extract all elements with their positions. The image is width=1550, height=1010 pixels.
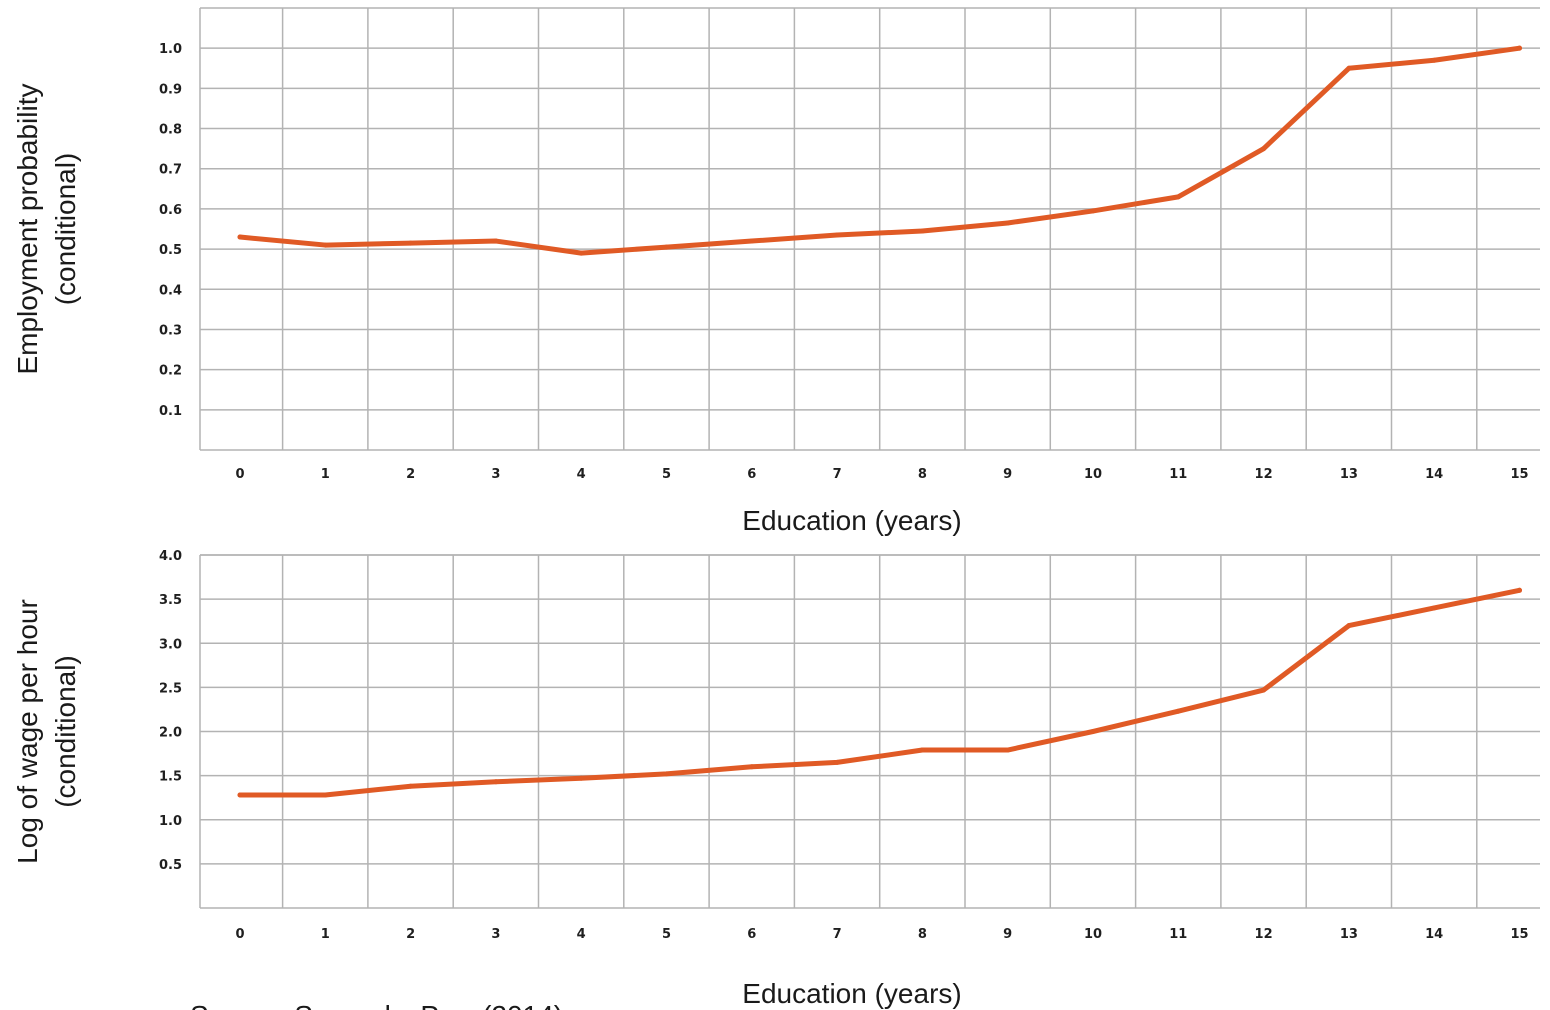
y-tick-label: 0.8 xyxy=(159,123,182,138)
data-point xyxy=(749,764,755,770)
data-point xyxy=(1175,194,1181,200)
y-tick-label: 3.0 xyxy=(159,637,182,652)
x-tick-label: 12 xyxy=(1255,927,1273,942)
data-point xyxy=(919,747,925,753)
data-point xyxy=(1346,623,1352,629)
series-line xyxy=(237,45,1522,256)
x-tick-label: 10 xyxy=(1084,467,1102,482)
wage-chart: 0.51.01.52.02.53.03.54.00 1 2 3 4 5 6 7 8 9 10 11 12… xyxy=(12,549,1540,1009)
y-tick-label: 0.1 xyxy=(159,404,182,419)
x-tick-label: 5 xyxy=(662,927,671,942)
data-point xyxy=(322,242,328,248)
y-tick-label: 0.5 xyxy=(159,858,182,873)
x-tick-label: 12 xyxy=(1255,467,1273,482)
data-point xyxy=(237,234,243,240)
y-tick-label: 1.0 xyxy=(159,814,182,829)
data-point xyxy=(408,240,414,246)
data-point xyxy=(1005,747,1011,753)
data-point xyxy=(1431,57,1437,63)
y-tick-label: 1.0 xyxy=(159,42,182,57)
x-tick-label: 7 xyxy=(833,467,842,482)
x-tick-label: 4 xyxy=(577,927,586,942)
data-point xyxy=(1090,208,1096,214)
data-point xyxy=(322,792,328,798)
x-tick-label: 14 xyxy=(1425,467,1443,482)
y-tick-label: 0.9 xyxy=(159,82,182,97)
x-tick-label: 8 xyxy=(918,927,927,942)
x-tick-label: 2 xyxy=(406,467,415,482)
data-point xyxy=(919,228,925,234)
y-axis-title-line: Log of wage per hour xyxy=(12,599,43,864)
data-point xyxy=(749,238,755,244)
y-tick-label: 0.2 xyxy=(159,364,182,379)
data-point xyxy=(1261,146,1267,152)
x-tick-label: 3 xyxy=(491,467,500,482)
x-tick-label: 15 xyxy=(1510,467,1528,482)
x-tick-label: 15 xyxy=(1510,927,1528,942)
x-tick-label: 5 xyxy=(662,467,671,482)
x-tick-label: 6 xyxy=(747,467,756,482)
data-point xyxy=(493,779,499,785)
data-point xyxy=(664,771,669,777)
x-tick-label: 6 xyxy=(747,927,756,942)
data-point xyxy=(408,783,414,789)
data-point xyxy=(1517,587,1522,593)
employment-chart: 0.10.20.30.40.50.60.70.80.91.00 1 2 3 4 5 6 7 8 9… xyxy=(12,7,1540,536)
x-tick-label: 9 xyxy=(1003,927,1012,942)
y-tick-label: 0.4 xyxy=(159,283,182,298)
data-point xyxy=(834,759,840,765)
data-point xyxy=(1517,45,1522,51)
x-tick-label: 9 xyxy=(1003,467,1012,482)
data-point xyxy=(664,244,669,250)
x-tick-label: 7 xyxy=(833,927,842,942)
x-tick-label: 8 xyxy=(918,467,927,482)
data-point xyxy=(1175,708,1181,714)
data-point xyxy=(1005,220,1011,226)
source-note: Source: Serneels, P. ... (2014) xyxy=(190,1000,563,1010)
y-tick-label: 0.7 xyxy=(159,163,182,178)
x-tick-label: 10 xyxy=(1084,927,1102,942)
y-tick-label: 0.3 xyxy=(159,323,182,338)
x-tick-label: 2 xyxy=(406,927,415,942)
y-tick-label: 0.6 xyxy=(159,203,182,218)
y-tick-label: 0.5 xyxy=(159,243,182,258)
data-point xyxy=(1431,605,1437,611)
data-point xyxy=(1346,65,1352,71)
x-tick-label: 0 xyxy=(235,467,244,482)
y-tick-label: 2.0 xyxy=(159,726,182,741)
data-point xyxy=(493,238,499,244)
data-point xyxy=(1261,687,1267,693)
data-point xyxy=(578,250,584,256)
x-tick-label: 11 xyxy=(1169,927,1187,942)
y-tick-label: 3.5 xyxy=(159,593,182,608)
y-axis-title: Log of wage per hour (conditional) xyxy=(12,599,81,864)
y-axis-title-line: (conditional) xyxy=(50,153,81,306)
data-point xyxy=(1090,729,1096,734)
data-point xyxy=(578,775,584,781)
y-axis-title-line: (conditional) xyxy=(50,655,81,808)
series-line xyxy=(237,587,1522,798)
x-tick-label: 13 xyxy=(1340,927,1358,942)
data-point xyxy=(237,792,243,798)
x-tick-label: 4 xyxy=(577,467,586,482)
y-tick-label: 4.0 xyxy=(159,549,182,564)
x-tick-label: 11 xyxy=(1169,467,1187,482)
x-tick-label: 1 xyxy=(321,467,330,482)
x-tick-label: 1 xyxy=(321,927,330,942)
y-tick-label: 2.5 xyxy=(159,681,182,696)
x-tick-label: 3 xyxy=(491,927,500,942)
y-axis-title-line: Employment probability xyxy=(12,83,43,374)
x-axis-title: Education (years) xyxy=(742,505,961,536)
y-tick-label: 1.5 xyxy=(159,770,182,785)
y-axis-title: Employment probability (conditional) xyxy=(12,83,81,374)
data-point xyxy=(834,232,840,238)
x-axis-title: Education (years) xyxy=(742,978,961,1009)
x-tick-label: 13 xyxy=(1340,467,1358,482)
x-tick-label: 14 xyxy=(1425,927,1443,942)
x-tick-label: 0 xyxy=(235,927,244,942)
